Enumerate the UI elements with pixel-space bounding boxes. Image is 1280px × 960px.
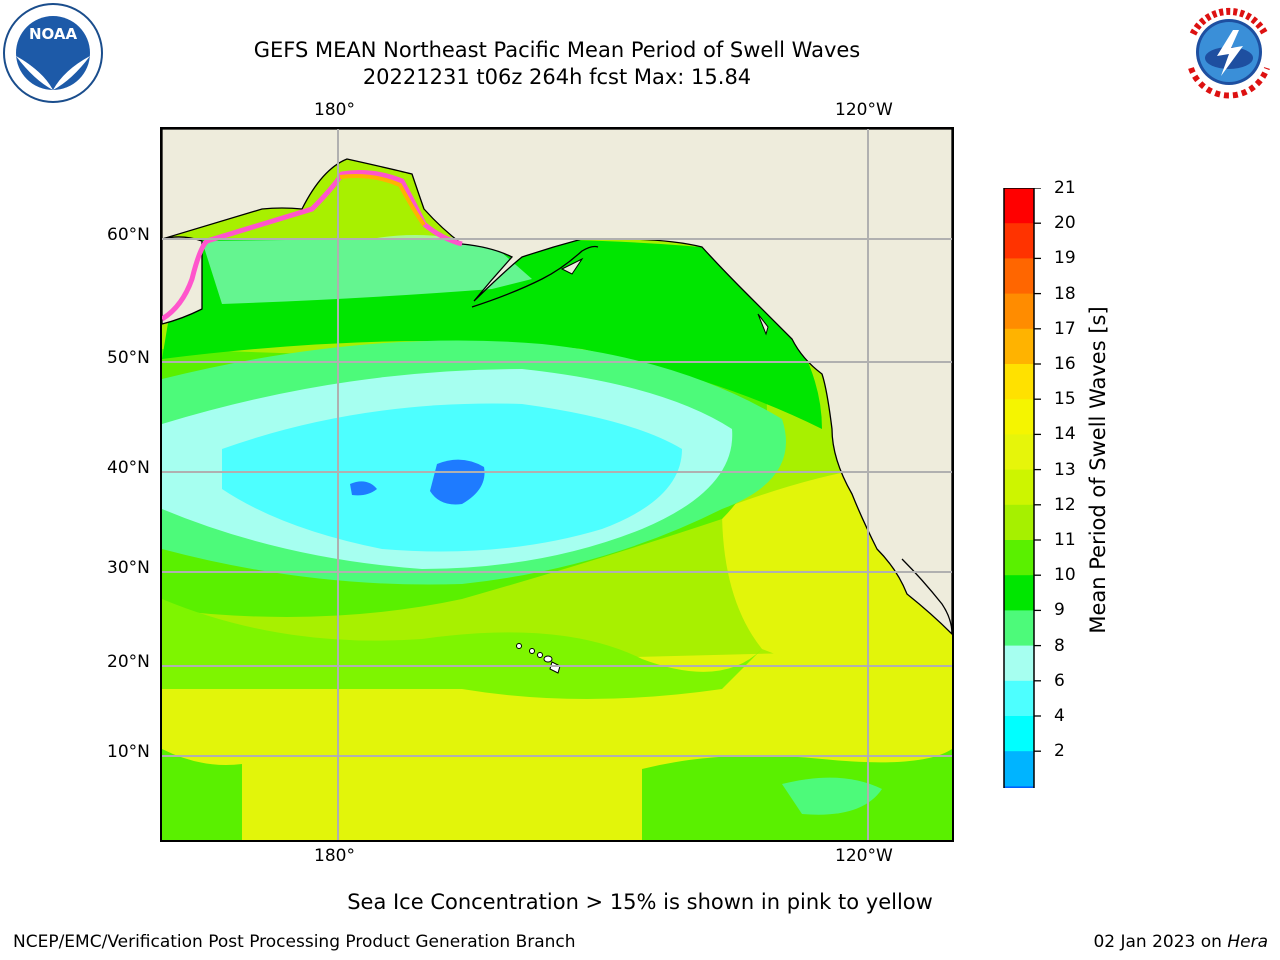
footer-date: 02 Jan 2023 on Hera	[1093, 932, 1268, 952]
colorbar-segment	[1004, 716, 1034, 752]
noaa-logo-text: NOAA	[29, 25, 78, 43]
blue-minimum-region	[430, 459, 485, 505]
colorbar-tick-label: 20	[1054, 213, 1076, 234]
colorbar-segment	[1004, 540, 1034, 576]
lat-label-50n: 50°N	[107, 348, 150, 368]
colorbar-tick-label: 21	[1054, 178, 1076, 198]
lon-label-bottom-120w: 120°W	[835, 846, 893, 866]
colorbar-tick-label: 2	[1054, 741, 1065, 762]
noaa-logo: NOAA	[2, 2, 104, 108]
colorbar-segment	[1004, 575, 1034, 611]
lon-label-bottom-180: 180°	[314, 846, 355, 866]
colorbar-tick-label: 10	[1054, 565, 1076, 586]
lat-label-30n: 30°N	[107, 558, 150, 578]
alaska-peninsula	[471, 245, 599, 308]
colorbar-segment	[1004, 786, 1034, 823]
green-band-subtropics	[162, 599, 762, 699]
colorbar-tick-label: 14	[1054, 424, 1076, 445]
light-cyan-bering	[202, 235, 532, 304]
colorbar-tick-label: 4	[1054, 706, 1065, 726]
lon-label-top-120w: 120°W	[835, 100, 893, 120]
mint-patch-south	[782, 777, 882, 815]
colorbar-bar	[1002, 187, 1041, 852]
colorbar-tick-label: 16	[1054, 354, 1076, 374]
vancouver-island	[757, 313, 769, 336]
colorbar-segment	[1004, 469, 1034, 506]
colorbar-segment	[1004, 645, 1034, 682]
colorbar-segment	[1004, 610, 1034, 647]
lon-label-top-180: 180°	[314, 100, 355, 120]
lat-label-40n: 40°N	[107, 458, 150, 478]
colorbar-segment	[1004, 751, 1034, 787]
colorbar-segment	[1004, 328, 1034, 365]
colorbar-tick-label: 19	[1054, 248, 1076, 269]
colorbar-segment	[1004, 293, 1034, 330]
colorbar-label: Mean Period of Swell Waves [s]	[1086, 306, 1110, 634]
colorbar-tick-label: 12	[1054, 494, 1076, 515]
lat-label-60n: 60°N	[107, 225, 150, 245]
colorbar-segment	[1004, 364, 1034, 400]
colorbar-tick-label: 18	[1054, 283, 1076, 304]
sea-ice-edge-orange	[339, 174, 426, 227]
graticule	[162, 129, 952, 840]
green-patch-southwest	[162, 749, 242, 840]
lat-label-20n: 20°N	[107, 652, 150, 672]
lat-label-10n: 10°N	[107, 742, 150, 762]
chart-subtitle: 20221231 t06z 264h fcst Max: 15.84	[362, 65, 752, 89]
swell-period-field	[162, 129, 952, 840]
colorbar-tick-label: 6	[1054, 670, 1065, 691]
land-siberia	[162, 236, 203, 325]
chart-title: GEFS MEAN Northeast Pacific Mean Period …	[253, 38, 861, 62]
colorbar-tick-label: 13	[1054, 459, 1076, 480]
colorbar-tick-label: 9	[1054, 600, 1065, 621]
colorbar-segment	[1004, 680, 1034, 717]
sea-ice-note: Sea Ice Concentration > 15% is shown in …	[347, 890, 933, 914]
colorbar-segment	[1004, 399, 1034, 435]
kodiak-island	[560, 257, 584, 275]
colorbar-segment	[1004, 188, 1034, 224]
colorbar-segment	[1004, 258, 1034, 295]
colorbar-segment	[1004, 434, 1034, 471]
colorbar	[1002, 187, 1043, 852]
nws-logo	[1177, 0, 1280, 108]
colorbar-segment	[1004, 223, 1034, 259]
footer-date-text: 02 Jan 2023 on	[1093, 932, 1228, 952]
colorbar-tick-label: 8	[1054, 635, 1065, 656]
colorbar-tick-label: 11	[1054, 530, 1076, 550]
footer-host: Hera	[1227, 932, 1268, 952]
colorbar-segment	[1004, 504, 1034, 541]
colorbar-tick-label: 17	[1054, 318, 1076, 339]
colorbar-tick-label: 15	[1054, 389, 1076, 410]
map-panel	[160, 127, 954, 842]
footer-credit: NCEP/EMC/Verification Post Processing Pr…	[13, 932, 576, 952]
blue-minimum-small	[350, 481, 377, 496]
